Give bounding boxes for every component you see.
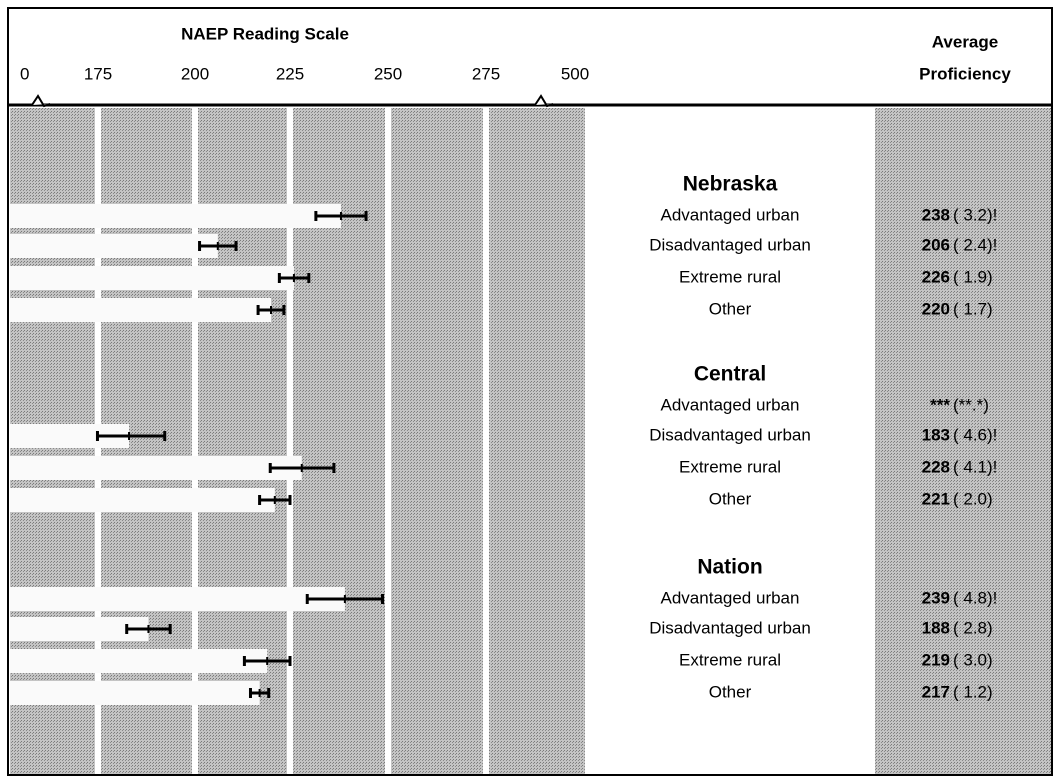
value-label: 239 [922,588,950,607]
column-header: Proficiency [919,64,1011,83]
error-label: ( 2.0) [953,489,993,508]
category-label: Disadvantaged urban [649,618,811,637]
bar [10,456,302,480]
bar [10,649,268,673]
category-label: Other [709,299,752,318]
error-label: ( 2.4)! [953,235,997,254]
group-heading: Nation [697,556,762,579]
x-tick-label: 200 [181,64,209,83]
error-label: ( 1.7) [953,299,993,318]
category-label: Other [709,489,752,508]
x-tick-label: 275 [472,64,500,83]
error-label: ( 4.8)! [953,588,997,607]
error-label: ( 4.6)! [953,425,997,444]
x-tick-label: 175 [84,64,112,83]
bar [10,298,271,322]
error-label: ( 1.9) [953,267,993,286]
bar [10,266,294,290]
value-column [875,108,1051,774]
bar [10,234,218,258]
category-label: Extreme rural [679,650,781,669]
category-label: Extreme rural [679,457,781,476]
category-label: Disadvantaged urban [649,235,811,254]
value-label: 226 [922,267,950,286]
value-label: 183 [922,425,950,444]
error-label: ( 3.0) [953,650,993,669]
column-header: Average [932,32,998,51]
group-heading: Central [694,363,766,386]
bar [10,681,260,705]
x-tick-label: 250 [374,64,402,83]
category-label: Extreme rural [679,267,781,286]
error-label: (**.*) [953,395,989,414]
chart-title: NAEP Reading Scale [181,24,349,43]
bar [10,488,275,512]
bar [10,204,341,228]
x-tick-label: 0 [20,64,29,83]
value-label: 221 [922,489,950,508]
error-label: ( 2.8) [953,618,993,637]
value-label: 220 [922,299,950,318]
value-label: 228 [922,457,950,476]
group-heading: Nebraska [683,173,778,196]
category-label: Advantaged urban [661,205,800,224]
category-label: Disadvantaged urban [649,425,811,444]
category-label: Advantaged urban [661,395,800,414]
value-label: 238 [922,205,950,224]
value-label: *** [930,395,950,414]
axis-break [534,94,554,108]
x-tick-label: 225 [276,64,304,83]
value-label: 188 [922,618,950,637]
value-label: 206 [922,235,950,254]
category-label: Other [709,682,752,701]
bar [10,587,345,611]
error-label: ( 4.1)! [953,457,997,476]
error-label: ( 1.2) [953,682,993,701]
value-label: 217 [922,682,950,701]
axis-break [31,94,51,108]
error-label: ( 3.2)! [953,205,997,224]
x-tick-label: 500 [561,64,589,83]
value-label: 219 [922,650,950,669]
category-label: Advantaged urban [661,588,800,607]
